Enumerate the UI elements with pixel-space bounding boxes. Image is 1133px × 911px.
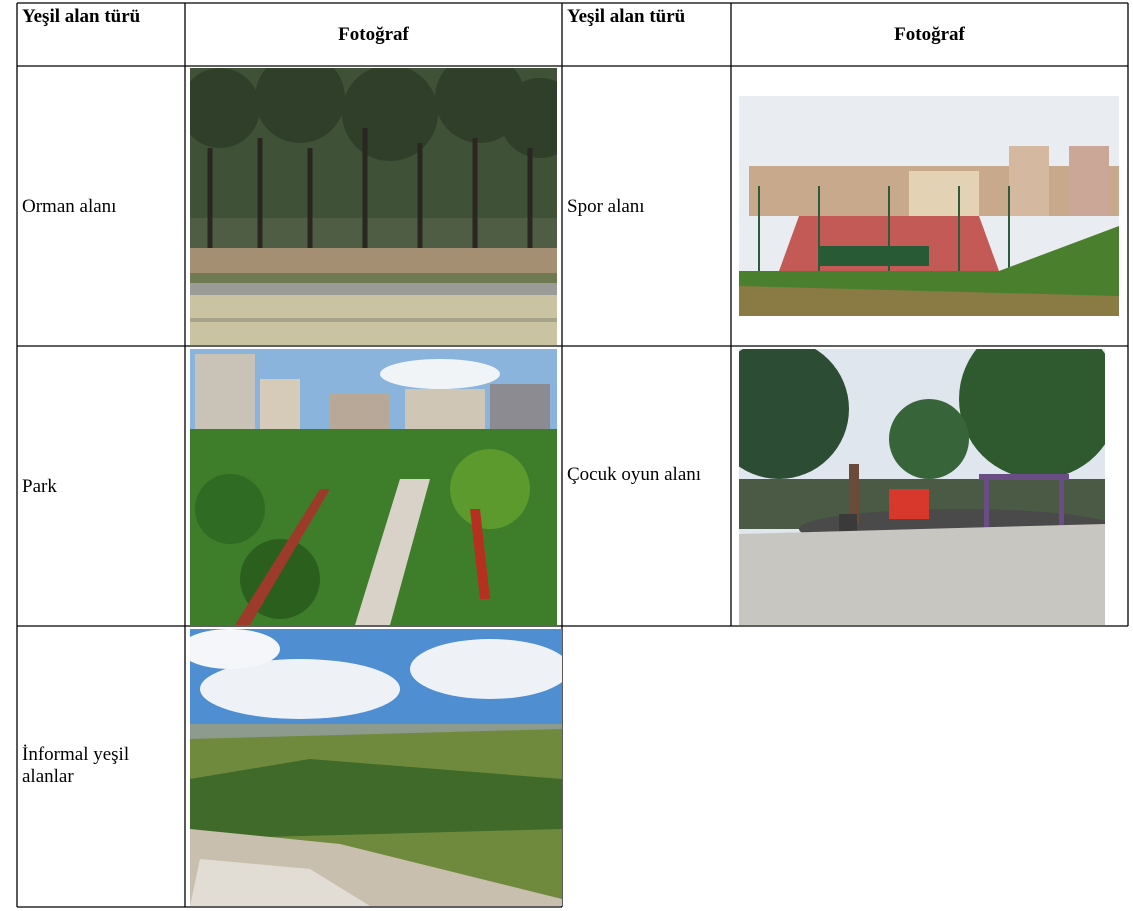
playground-photo [739, 349, 1105, 625]
type-cell: Park [22, 476, 57, 497]
header-cell: Yeşil alan türü [567, 6, 686, 27]
park-photo [190, 349, 557, 625]
header-cell: Fotoğraf [338, 24, 409, 45]
informal-photo [190, 629, 562, 906]
header-cell: Yeşil alan türü [22, 6, 141, 27]
forest-photo [190, 68, 557, 345]
type-cell: Çocuk oyun alanı [567, 464, 702, 485]
header-cell: Fotoğraf [894, 24, 965, 45]
type-cell: İnformal yeşil alanlar [22, 744, 130, 787]
sports-photo [739, 96, 1119, 316]
type-cell: Spor alanı [567, 196, 645, 217]
type-cell: Orman alanı [22, 196, 117, 217]
